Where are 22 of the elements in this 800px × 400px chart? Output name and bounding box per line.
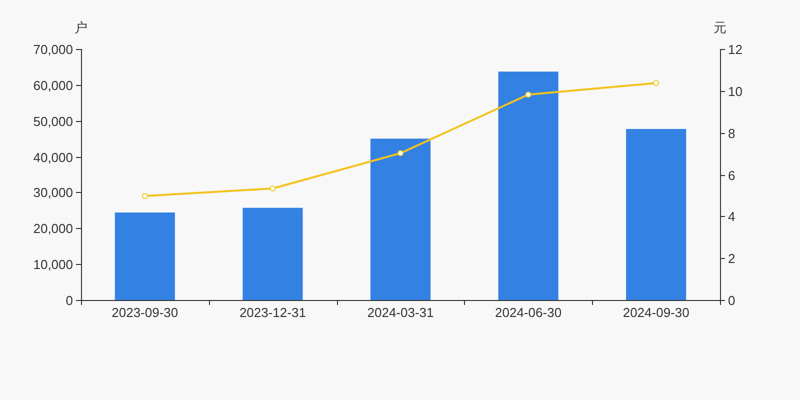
x-tick-label: 2023-12-31 [239,305,306,320]
y-tick-label: 0 [66,293,73,308]
y2-tick-label: 12 [728,42,742,57]
y2-tick-label: 10 [728,84,742,99]
y-tick-label: 70,000 [33,42,73,57]
ylabel: 户 [74,20,88,35]
y-tick-label: 10,000 [33,257,73,272]
x-tick-label: 2023-09-30 [112,305,178,320]
y-tick-label: 20,000 [33,221,73,236]
y-tick-label: 50,000 [33,114,73,129]
y-tick-label: 30,000 [33,185,73,200]
y-tick-label: 40,000 [33,150,73,165]
y2label: 元 [714,20,726,35]
y2-tick-label: 4 [728,209,736,224]
y2-tick-label: 0 [728,293,736,308]
y2-tick-label: 6 [728,168,736,183]
x-tick-label: 2024-09-30 [622,305,690,320]
x-tick-label: 2024-06-30 [495,305,562,320]
x-tick-label: 2024-03-31 [367,305,434,320]
y2-tick-label: 2 [728,251,736,266]
y-tick-label: 60,000 [33,78,73,93]
y2-tick-label: 8 [728,126,736,141]
